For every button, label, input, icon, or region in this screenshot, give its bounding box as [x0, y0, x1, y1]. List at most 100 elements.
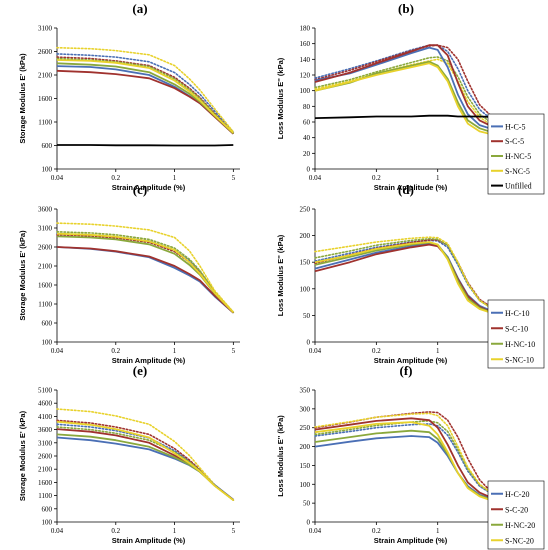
legend-label: S-NC-10	[505, 355, 534, 364]
series-line-dotted	[314, 236, 500, 315]
y-tick-label: 2100	[38, 263, 53, 271]
series-line-h-c-5	[314, 46, 500, 133]
y-tick-label: 250	[300, 206, 311, 214]
x-axis-label: Strain Amplitude (%)	[374, 356, 448, 365]
y-tick-label: 40	[303, 134, 311, 142]
y-tick-label: 1600	[38, 95, 53, 103]
legend: H-C-20 S-C-20 H-NC-20 S-NC-20	[487, 480, 545, 550]
x-tick-label: 1	[436, 347, 440, 355]
y-tick-label: 1600	[38, 282, 53, 290]
y-tick-label: 100	[300, 481, 311, 489]
series-line-unfilled	[57, 144, 234, 147]
panel-title: (d)	[398, 182, 414, 197]
y-axis-label: Storage Modulus E' (kPa)	[18, 410, 27, 501]
legend-label: H-NC-20	[505, 521, 535, 530]
y-tick-label: 350	[300, 387, 311, 395]
x-tick-label: 0.04	[51, 527, 64, 535]
series-line-h-nc-10	[314, 241, 500, 317]
y-tick-label: 60	[303, 119, 311, 127]
series-line-s-c-20	[314, 417, 500, 502]
series-line-s-nc-20	[56, 420, 234, 501]
series-line-dotted	[56, 56, 235, 135]
x-tick-label: 1	[173, 347, 177, 355]
y-tick-label: 2600	[38, 48, 53, 56]
y-tick-label: 50	[303, 312, 311, 320]
series-line-dotted	[314, 44, 500, 127]
x-tick-label: 0.04	[309, 347, 322, 355]
y-tick-label: 100	[300, 285, 311, 293]
y-tick-label: 1100	[38, 492, 52, 500]
series-line-dotted	[56, 426, 235, 501]
panel-title: (c)	[133, 182, 147, 197]
x-tick-label: 1	[173, 174, 177, 182]
y-tick-label: 50	[303, 500, 311, 508]
y-axis-label: Loss Modulus E'' (kPa)	[276, 415, 285, 497]
series-line-dotted	[56, 46, 235, 133]
y-tick-label: 100	[42, 519, 53, 527]
y-tick-label: 3100	[38, 439, 53, 447]
legend-label: Unfilled	[505, 182, 532, 191]
x-tick-label: 5	[232, 174, 236, 182]
y-axis-label: Loss Modulus E'' (kPa)	[276, 234, 285, 316]
y-tick-label: 600	[42, 142, 53, 150]
x-tick-label: 0.2	[372, 347, 381, 355]
y-tick-label: 2100	[38, 466, 53, 474]
series-line-dotted	[56, 232, 235, 314]
x-axis-label: Strain Amplitude (%)	[112, 536, 186, 545]
legend-label: H-C-20	[505, 490, 529, 499]
y-tick-label: 150	[300, 259, 311, 267]
panel-title: (b)	[398, 1, 414, 16]
y-tick-label: 5100	[38, 387, 53, 395]
y-tick-label: 2600	[38, 244, 53, 252]
legend: H-C-10 S-C-10 H-NC-10 S-NC-10	[487, 299, 545, 369]
x-tick-label: 0.04	[309, 527, 322, 535]
legend-label: S-C-10	[505, 324, 528, 333]
y-tick-label: 1100	[38, 119, 52, 127]
y-tick-label: 0	[307, 519, 311, 527]
legend-label: H-NC-5	[505, 152, 531, 161]
y-tick-label: 250	[300, 424, 311, 432]
y-tick-label: 2600	[38, 453, 53, 461]
x-tick-label: 0.2	[111, 347, 120, 355]
y-axis-label: Storage Modulus E' (kPa)	[18, 230, 27, 321]
panel-b: (b)0204060801001201401601800.040.215Stra…	[276, 1, 545, 195]
y-tick-label: 20	[303, 150, 311, 158]
series-line-h-c-5	[56, 65, 234, 134]
x-axis-label: Strain Amplitude (%)	[112, 183, 186, 192]
panel-title: (f)	[400, 363, 413, 378]
series-line-s-nc-5	[314, 62, 500, 137]
y-tick-label: 80	[303, 103, 311, 111]
x-tick-label: 1	[436, 527, 440, 535]
y-tick-label: 4600	[38, 400, 53, 408]
x-tick-label: 1	[173, 527, 177, 535]
series-line-dotted	[314, 56, 500, 130]
legend-label: H-NC-10	[505, 340, 535, 349]
y-tick-label: 100	[42, 339, 53, 347]
panel-c: (c) 100 600 1100 1600 2100 2600 3100 3600 0.04 0.2…	[18, 182, 240, 365]
series-line-dotted	[56, 419, 235, 501]
panel-title: (a)	[132, 1, 147, 16]
series-line-dotted	[56, 408, 235, 501]
series-line-s-c-10	[56, 246, 234, 314]
series-line-s-nc-5	[56, 59, 234, 134]
panel-title: (e)	[133, 363, 147, 378]
series-line-dotted	[314, 412, 500, 500]
legend: H-C-5 S-C-5 H-NC-5 S-NC-5 Unfilled	[487, 113, 545, 195]
x-tick-label: 0.2	[111, 527, 120, 535]
y-tick-label: 200	[300, 443, 311, 451]
legend-label: H-C-10	[505, 309, 529, 318]
legend-label: S-C-5	[505, 137, 524, 146]
y-tick-label: 3100	[38, 25, 53, 33]
legend-label: S-C-20	[505, 505, 528, 514]
x-tick-label: 1	[436, 174, 440, 182]
x-tick-label: 5	[232, 347, 236, 355]
y-tick-label: 4100	[38, 413, 53, 421]
series-line-s-nc-10	[56, 232, 234, 314]
y-tick-label: 0	[307, 166, 311, 174]
y-tick-label: 3100	[38, 225, 53, 233]
series-line-dotted	[56, 222, 235, 313]
series-line-dotted	[56, 57, 235, 135]
y-tick-label: 3600	[38, 426, 53, 434]
